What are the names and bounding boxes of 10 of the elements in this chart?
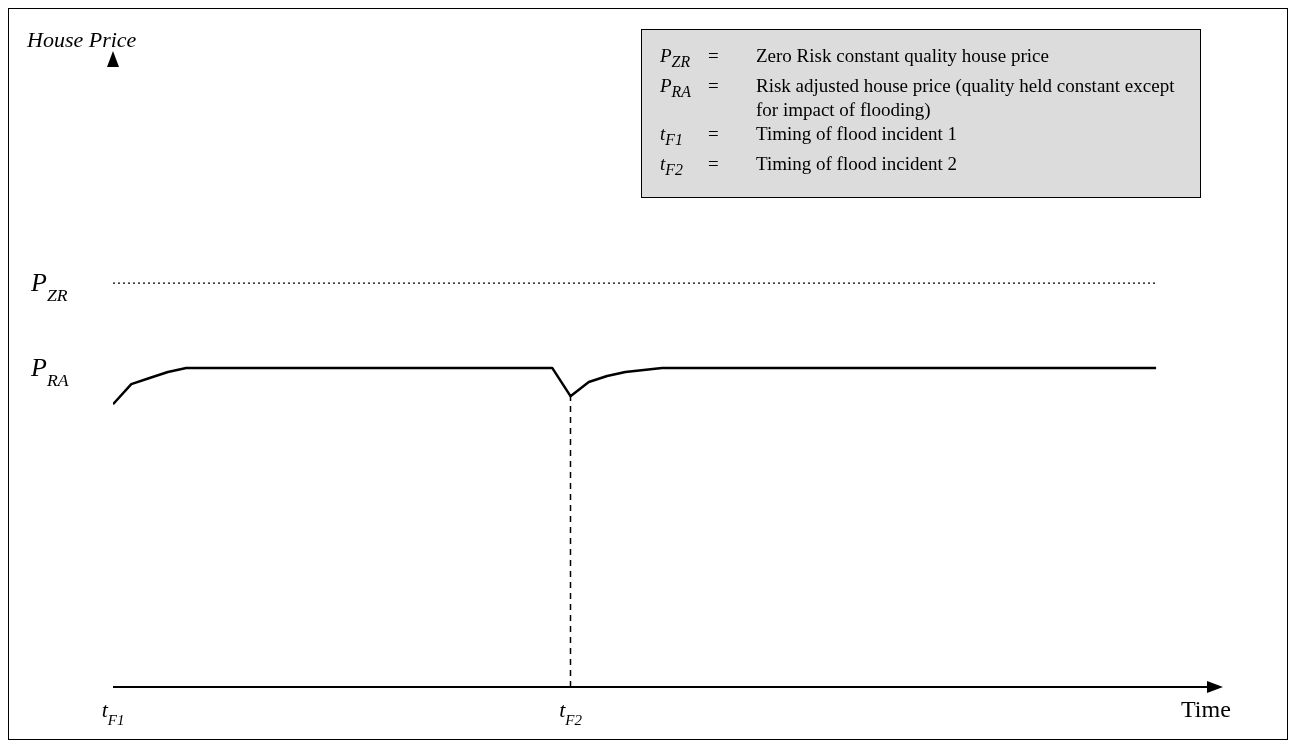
text: P$_{ZR}$ = Zero Risk constant quality house price [660,45,1049,70]
text: t$_{F1}$ = Timing of flood incident 1 [660,122,957,148]
text: House Price [26,27,137,52]
text: P$_{RA}$ = Risk adjusted house price (quality held constant except for impact of flooding) [660,74,1175,120]
text: t$_{F2}$ = Timing of flood incident 2 [660,152,957,178]
x-tick-label: t$_{F1}$ [101,697,125,728]
series-label: P$_{ZR}$ [30,268,68,306]
x-tick-label: t$_{F2}$ [559,697,583,728]
series-label: P$_{RA}$ [30,352,69,390]
x-axis-title: Time [1181,696,1231,722]
